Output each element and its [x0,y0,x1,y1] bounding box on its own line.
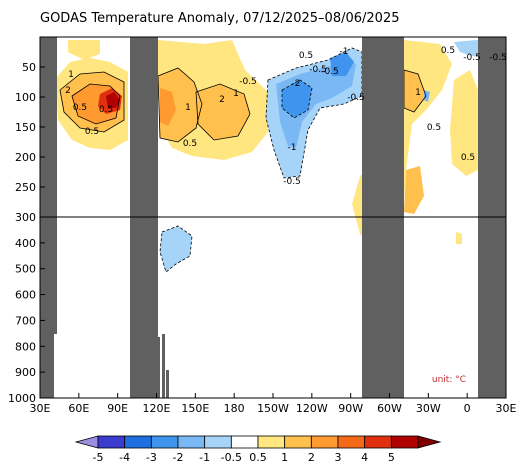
contour-label: 2 [219,95,225,105]
contour-label: -1 [340,47,349,57]
contour-label: 0.5 [183,139,197,149]
contour-label: 0.5 [85,127,99,137]
colorbar-label: 2 [308,451,315,464]
colorbar-swatch [97,435,126,449]
x-tick-label: 150E [181,402,209,415]
contour-label: -0.5 [239,77,257,87]
x-tick-label: 30E [30,402,51,415]
x-tick-label: 180 [224,402,245,415]
colorbar-label: -4 [119,451,130,464]
colorbar-swatch [257,435,286,449]
colorbar-swatch [177,435,206,449]
contour-label: 0.5 [441,46,455,56]
x-tick-label: 30E [496,402,517,415]
colorbar-high-arrow [417,435,442,449]
contour-label: -2 [292,79,301,89]
x-tick-label: 0 [464,402,471,415]
contour-label: -0.5 [347,93,365,103]
contour-label: 0.5 [299,51,313,61]
contour-label: 0.5 [461,153,475,163]
colorbar-label: 1 [281,451,288,464]
colorbar-label: 3 [335,451,342,464]
y-tick-label: 800 [15,340,36,353]
x-tick-label: 90W [338,402,363,415]
colorbar-label: -0.5 [221,451,242,464]
chart-title: GODAS Temperature Anomaly, 07/12/2025–08… [40,11,400,26]
y-tick-label: 250 [15,181,36,194]
plot-area [39,36,507,399]
y-tick-label: 1000 [8,392,36,405]
contour-label: -0.5 [489,53,507,63]
contour-label: -0.5 [309,65,327,75]
contour-label: 1 [415,88,421,98]
x-tick-label: 60W [377,402,402,415]
colorbar-swatch [204,435,232,449]
x-tick-label: 120W [296,402,328,415]
contour-label: 1 [68,70,74,80]
y-tick-label: 500 [15,263,36,276]
colorbar-swatch [390,435,419,449]
x-tick-label: 120E [143,402,171,415]
colorbar-label: -5 [93,451,104,464]
y-tick-label: 150 [15,121,36,134]
contour-label: 0.5 [73,103,87,113]
contour-label: 2 [65,86,71,96]
unit-label: unit: °C [432,375,466,385]
colorbar-label: 5 [388,451,395,464]
x-tick-label: 90E [107,402,128,415]
x-axis: 30E 60E 90E 120E 150E 180 150W 120W 90W 60W 30W 0 30… [30,393,517,415]
colorbar-label: -3 [146,451,157,464]
colorbar: -5 -4 -3 -2 -1 -0.5 0.5 1 2 3 4 5 [74,435,442,464]
colorbar-swatch [124,435,152,449]
contour-label: 0.5 [99,105,113,115]
y-tick-label: 200 [15,151,36,164]
y-tick-label: 50 [22,61,36,74]
y-tick-label: 700 [15,314,36,327]
y-tick-label: 900 [15,366,36,379]
contour-label: -0.5 [321,67,339,77]
colorbar-label: -2 [173,451,184,464]
y-tick-label: 600 [15,289,36,302]
colorbar-swatch [364,435,392,449]
colorbar-swatch [337,435,366,449]
colorbar-label: 0.5 [249,451,267,464]
contour-lines [59,47,427,273]
contour-label: -1 [288,143,297,153]
contour-label: -0.5 [283,177,301,187]
x-tick-label: 150W [257,402,289,415]
y-tick-label: 300 [15,211,36,224]
y-tick-label: 400 [15,237,36,250]
contour-label: 1 [185,103,191,113]
x-tick-label: 60E [68,402,89,415]
colorbar-label: -1 [199,451,210,464]
cool-anomaly-regions [160,40,504,272]
colorbar-swatch [310,435,339,449]
x-tick-label: 30W [416,402,441,415]
contour-label: 0.5 [427,123,441,133]
y-axis: 50 100 150 200 250 300 400 500 600 700 800 900 1000 [8,61,45,405]
y-tick-label: 100 [15,91,36,104]
contour-label: -0.5 [463,53,481,63]
colorbar-swatch [284,435,312,449]
colorbar-swatch [230,435,259,449]
colorbar-swatch [150,435,179,449]
contour-label: 1 [233,89,239,99]
colorbar-label: 4 [361,451,368,464]
colorbar-low-arrow [74,435,99,449]
contour-labels: 120.50.5 0.5 1210.5-0.50.5-0.5-1-2-1-0.5-0… [65,46,507,187]
